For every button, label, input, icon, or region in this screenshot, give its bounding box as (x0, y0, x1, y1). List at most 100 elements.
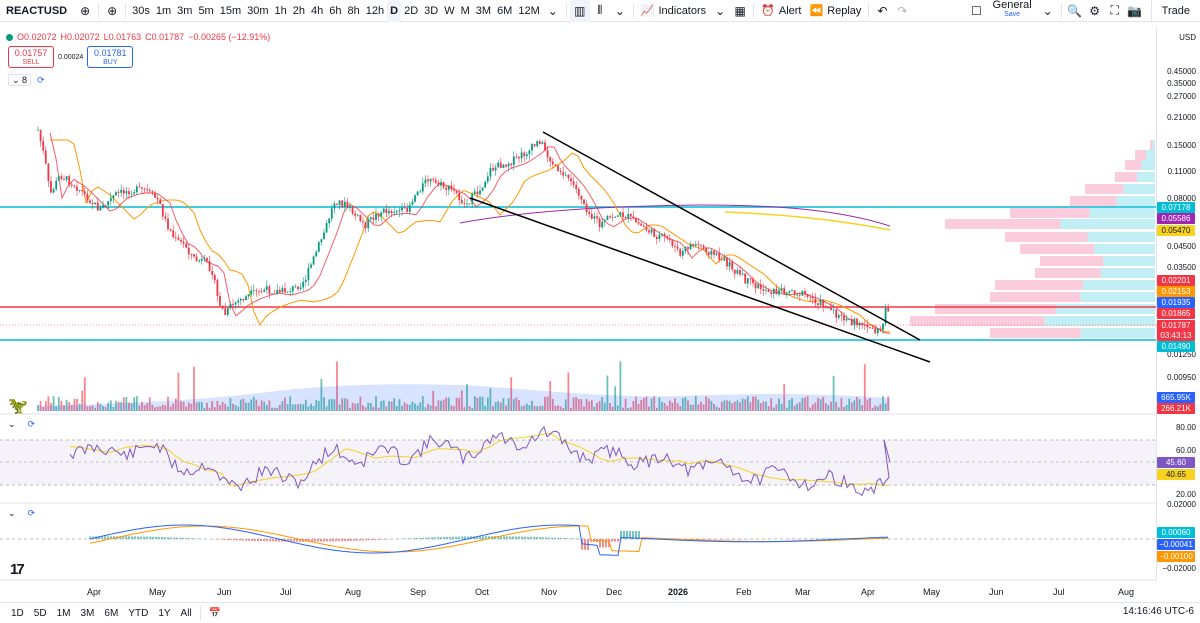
timeframe-30s[interactable]: 30s (132, 4, 150, 17)
chart-type-icon[interactable]: ⫴ (597, 3, 603, 17)
volume-bar (494, 402, 497, 411)
volume-bar (315, 399, 318, 411)
candle-body (778, 290, 780, 295)
macd-histogram-bar (311, 539, 313, 542)
volume-bar (858, 399, 861, 411)
volume-bar (187, 402, 190, 411)
sell-button[interactable]: 0.01757 SELL (8, 46, 54, 68)
timeframe-2d[interactable]: 2D (404, 4, 419, 17)
range-5d[interactable]: 5D (33, 607, 47, 619)
templates-icon[interactable]: ▦ (734, 3, 746, 18)
timeframe-12m[interactable]: 12M (518, 4, 540, 17)
candle-body (629, 214, 632, 217)
layout-square-icon[interactable]: ☐ (971, 3, 982, 18)
quick-search-icon[interactable]: 🔍 (1067, 3, 1083, 18)
candle-body (861, 322, 864, 325)
buy-button[interactable]: 0.01781 BUY (87, 46, 134, 68)
timeframe-30m[interactable]: 30m (247, 4, 269, 17)
range-3m[interactable]: 3M (80, 607, 95, 619)
rsi-band (0, 440, 1156, 485)
goto-date-icon[interactable]: 📅 (208, 607, 222, 619)
range-all[interactable]: All (180, 607, 192, 619)
indicator-count-button[interactable]: ⌄ 8 (8, 74, 32, 86)
timeframe-1m[interactable]: 1m (155, 4, 172, 17)
range-ytd[interactable]: YTD (128, 607, 149, 619)
timeframe-4h[interactable]: 4h (311, 4, 324, 17)
volume-bar (619, 361, 622, 411)
upper-trendline[interactable] (542, 131, 921, 341)
macd-histogram-bar (548, 537, 550, 539)
chevron-down-icon[interactable]: ⌄ (8, 419, 16, 429)
timeframe-3d[interactable]: 3D (424, 4, 439, 17)
timeframe-3m[interactable]: 3m (177, 4, 193, 17)
replay-button[interactable]: ⏪ Replay (805, 0, 865, 22)
timeframe-12h[interactable]: 12h (365, 4, 385, 17)
clock-timezone[interactable]: 14:16:46 UTC-6 (1122, 606, 1194, 617)
compare-icon[interactable]: ⊕ (80, 3, 91, 18)
range-1m[interactable]: 1M (56, 607, 71, 619)
macd-histogram-bar (161, 537, 163, 539)
macd-histogram-bar (368, 539, 370, 541)
chevron-down-icon[interactable]: ⌄ (614, 3, 625, 18)
timeframe-15m[interactable]: 15m (219, 4, 242, 17)
candle-body (830, 307, 832, 311)
price-tag: 0.00060 (1157, 527, 1195, 538)
timeframe-d[interactable]: D (387, 0, 402, 22)
macd-histogram-bar (155, 536, 157, 539)
camera-icon[interactable]: 📷 (1127, 3, 1143, 18)
add-symbol-icon[interactable]: ⊕ (107, 3, 118, 18)
macd-histogram-bar (362, 539, 364, 541)
volume-bar (642, 397, 645, 411)
macd-histogram-bar (434, 537, 436, 539)
timeframe-w[interactable]: W (444, 4, 455, 17)
layout-menu[interactable]: General Save (987, 0, 1038, 22)
volume-profile-row (1087, 232, 1155, 242)
candle-body (879, 328, 882, 331)
timeframe-8h[interactable]: 8h (347, 4, 360, 17)
timeframe-6m[interactable]: 6M (497, 4, 513, 17)
chevron-down-icon[interactable]: ⌄ (547, 3, 558, 18)
range-6m[interactable]: 6M (104, 607, 119, 619)
timeframe-3m[interactable]: 3M (475, 4, 492, 17)
redo-icon[interactable]: ↷ (897, 3, 908, 18)
candle-body (356, 214, 359, 216)
volume-bar (598, 400, 601, 411)
alert-button[interactable]: ⏰ Alert (757, 0, 805, 22)
symbol-search[interactable]: REACTUSD (6, 4, 68, 17)
macd-histogram-bar (701, 539, 703, 540)
candle-body (172, 230, 175, 238)
chevron-down-icon[interactable]: ⌄ (8, 508, 16, 518)
chart-canvas[interactable] (0, 22, 1156, 602)
timeframe-6h[interactable]: 6h (329, 4, 342, 17)
candle-body (746, 278, 749, 284)
candle-body (489, 167, 492, 177)
range-1y[interactable]: 1Y (158, 607, 171, 619)
settings-gear-icon[interactable]: ⚙ (1089, 3, 1101, 18)
trade-button[interactable]: Trade (1150, 0, 1200, 22)
timeframe-m[interactable]: M (460, 4, 470, 17)
volume-bar (629, 407, 632, 411)
timeframe-2h[interactable]: 2h (292, 4, 306, 17)
candles-icon[interactable]: ▥ (569, 0, 590, 22)
volume-bar (385, 406, 388, 411)
candle-body (455, 190, 458, 193)
candle-body (135, 186, 138, 193)
volume-bar (86, 406, 89, 411)
undo-icon[interactable]: ↶ (877, 3, 888, 18)
indicators-button[interactable]: 📈 Indicators (637, 0, 710, 22)
timeframe-5m[interactable]: 5m (198, 4, 214, 17)
buy-label: BUY (103, 59, 118, 66)
volume-bar (286, 404, 289, 411)
timeframe-1h[interactable]: 1h (274, 4, 287, 17)
volume-bar (827, 405, 830, 411)
volume-bar (393, 398, 396, 411)
chevron-down-icon[interactable]: ⌄ (1042, 3, 1053, 18)
fullscreen-icon[interactable]: ⛶ (1110, 3, 1119, 17)
macd-histogram-bar (299, 539, 301, 542)
price-scale[interactable]: USD 0.45000 0.35000 0.27000 0.21000 0.15000 0… (1156, 28, 1200, 580)
candle-body (143, 188, 146, 190)
range-1d[interactable]: 1D (11, 607, 24, 619)
volume-bar (780, 403, 783, 411)
lower-trendline[interactable] (469, 197, 931, 363)
chevron-down-icon[interactable]: ⌄ (715, 3, 726, 18)
